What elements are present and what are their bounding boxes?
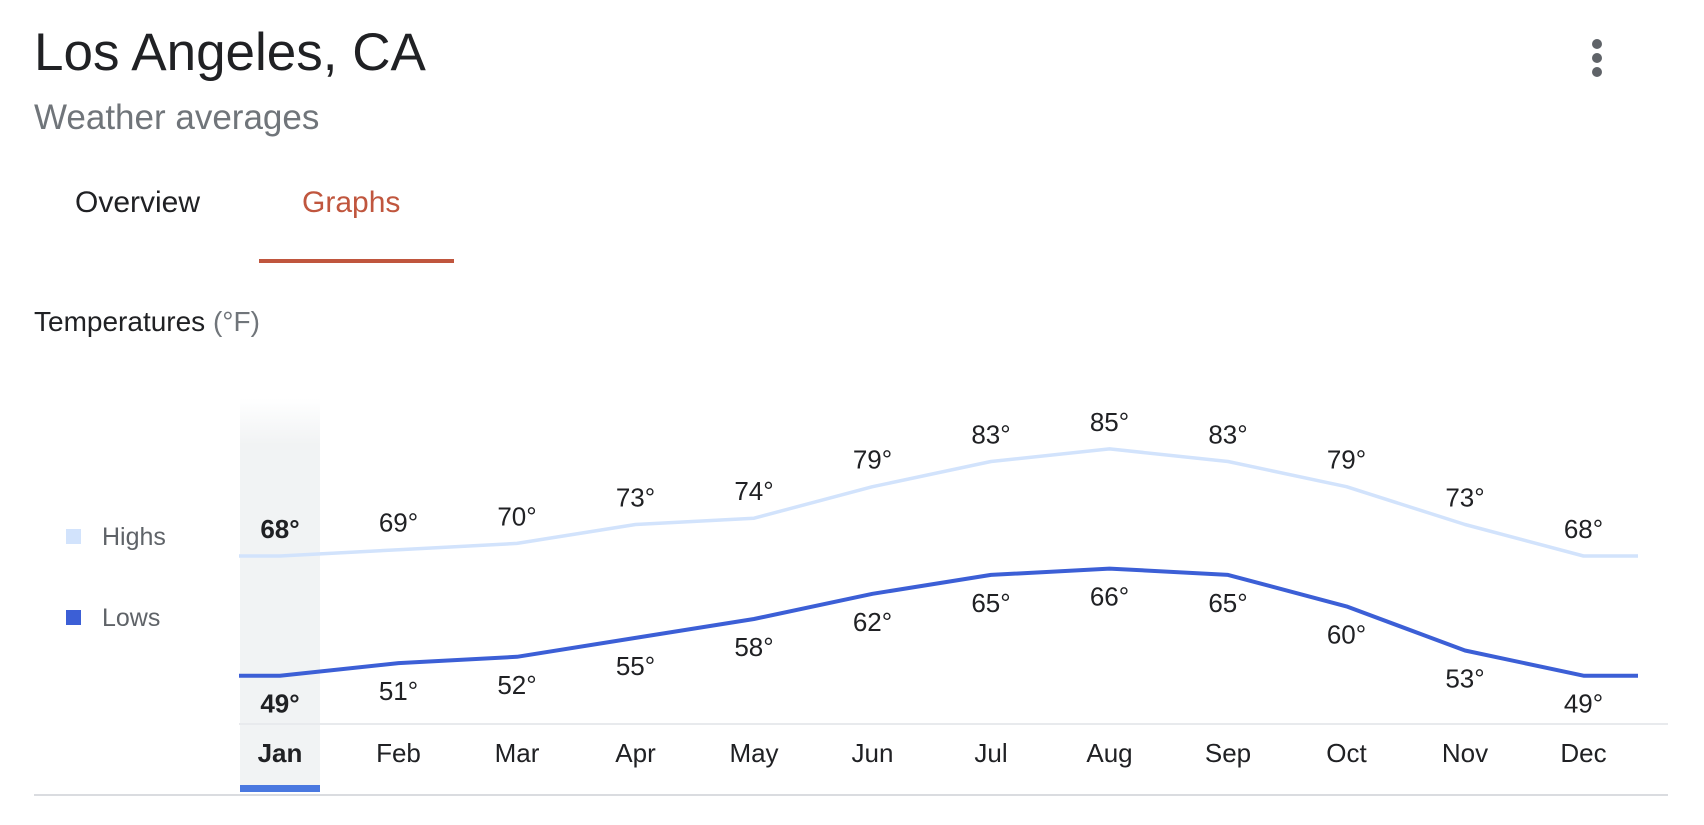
x-tick-mar[interactable]: Mar	[495, 738, 540, 768]
lows-label-mar: 52°	[497, 670, 536, 700]
highs-label-mar: 70°	[497, 501, 536, 531]
month-column-may[interactable]	[700, 398, 808, 792]
x-tick-may[interactable]: May	[729, 738, 778, 768]
highs-line	[239, 447, 1638, 558]
month-column-feb[interactable]	[345, 398, 453, 792]
lows-label-nov: 53°	[1445, 664, 1484, 694]
selected-column-highlight	[240, 398, 320, 786]
x-tick-feb[interactable]: Feb	[376, 738, 421, 768]
lows-label-jul: 65°	[971, 588, 1010, 618]
month-column-mar[interactable]	[463, 398, 571, 792]
x-tick-jun[interactable]: Jun	[852, 738, 894, 768]
lows-label-apr: 55°	[616, 651, 655, 681]
lows-line	[239, 566, 1638, 678]
lows-label-jan: 49°	[260, 689, 299, 719]
month-column-dec[interactable]	[1530, 398, 1638, 792]
highs-label-jul: 83°	[971, 420, 1010, 450]
x-tick-dec[interactable]: Dec	[1560, 738, 1606, 768]
lows-legend-label: Lows	[102, 604, 160, 632]
tab-graphs[interactable]: Graphs	[302, 186, 401, 219]
highs-label-nov: 73°	[1445, 483, 1484, 513]
month-column-apr[interactable]	[582, 398, 690, 792]
highs-label-aug: 85°	[1090, 407, 1129, 437]
highs-label-jun: 79°	[853, 445, 892, 475]
page-title: Los Angeles, CA	[34, 23, 426, 82]
divider	[34, 794, 1668, 796]
month-column-nov[interactable]	[1411, 398, 1519, 792]
highs-label-dec: 68°	[1564, 514, 1603, 544]
x-tick-aug[interactable]: Aug	[1086, 738, 1132, 768]
section-unit: (°F)	[212, 306, 260, 337]
x-tick-apr[interactable]: Apr	[615, 738, 656, 768]
tab-overview[interactable]: Overview	[75, 186, 201, 219]
highs-legend-label: Highs	[102, 523, 166, 551]
more-vert-icon[interactable]	[1585, 36, 1609, 84]
highs-legend-swatch	[66, 529, 81, 544]
x-tick-sep[interactable]: Sep	[1205, 738, 1251, 768]
section-title: Temperatures (°F)	[34, 306, 260, 338]
x-tick-jul[interactable]: Jul	[974, 738, 1007, 768]
section-title-text: Temperatures	[34, 306, 206, 337]
x-tick-nov[interactable]: Nov	[1442, 738, 1488, 768]
active-tab-indicator	[259, 259, 454, 263]
x-tick-oct[interactable]: Oct	[1326, 738, 1367, 768]
lows-label-may: 58°	[734, 632, 773, 662]
lows-label-oct: 60°	[1327, 619, 1366, 649]
lows-label-aug: 66°	[1090, 582, 1129, 612]
selected-column-indicator	[240, 785, 320, 792]
highs-label-feb: 69°	[379, 508, 418, 538]
lows-label-dec: 49°	[1564, 689, 1603, 719]
highs-label-apr: 73°	[616, 483, 655, 513]
x-tick-jan[interactable]: Jan	[258, 738, 303, 768]
highs-label-sep: 83°	[1208, 420, 1247, 450]
month-column-jan[interactable]	[226, 398, 334, 792]
highs-label-oct: 79°	[1327, 445, 1366, 475]
lows-label-jun: 62°	[853, 607, 892, 637]
lows-legend-swatch	[66, 610, 81, 625]
highs-label-jan: 68°	[260, 514, 299, 544]
page-subtitle: Weather averages	[34, 98, 320, 137]
lows-label-feb: 51°	[379, 676, 418, 706]
lows-label-sep: 65°	[1208, 588, 1247, 618]
highs-label-may: 74°	[734, 476, 773, 506]
